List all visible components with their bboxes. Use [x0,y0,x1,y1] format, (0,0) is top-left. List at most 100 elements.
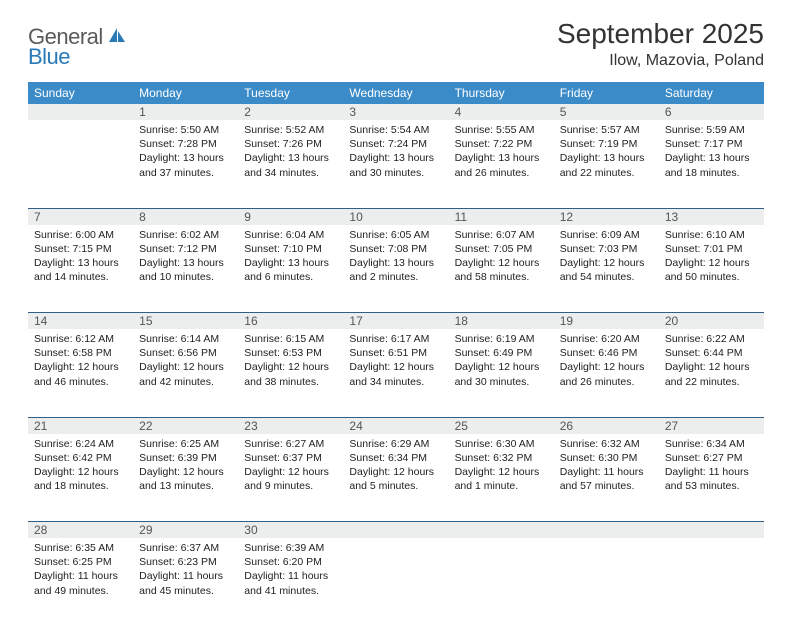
daylight-text: Daylight: 12 hours and 5 minutes. [349,465,442,493]
day-cell: Sunrise: 6:19 AMSunset: 6:49 PMDaylight:… [449,329,554,417]
sunset-text: Sunset: 7:17 PM [665,137,758,151]
day-cell-content: Sunrise: 6:05 AMSunset: 7:08 PMDaylight:… [343,225,448,291]
sunrise-text: Sunrise: 6:00 AM [34,228,127,242]
day-cell: Sunrise: 5:54 AMSunset: 7:24 PMDaylight:… [343,120,448,208]
day-cell [659,538,764,626]
daylight-text: Daylight: 11 hours and 49 minutes. [34,569,127,597]
day-cell-content: Sunrise: 6:39 AMSunset: 6:20 PMDaylight:… [238,538,343,604]
sunrise-text: Sunrise: 6:25 AM [139,437,232,451]
day-cell: Sunrise: 6:39 AMSunset: 6:20 PMDaylight:… [238,538,343,626]
day-number: 12 [554,208,659,225]
day-number: 14 [28,313,133,330]
day-number: 28 [28,522,133,539]
daylight-text: Daylight: 11 hours and 45 minutes. [139,569,232,597]
day-cell: Sunrise: 6:27 AMSunset: 6:37 PMDaylight:… [238,434,343,522]
day-number: 24 [343,417,448,434]
sunset-text: Sunset: 6:51 PM [349,346,442,360]
sunrise-text: Sunrise: 6:12 AM [34,332,127,346]
sunrise-text: Sunrise: 6:02 AM [139,228,232,242]
sunset-text: Sunset: 7:19 PM [560,137,653,151]
sunset-text: Sunset: 6:44 PM [665,346,758,360]
day-number [343,522,448,539]
sunrise-text: Sunrise: 6:27 AM [244,437,337,451]
logo-sail-icon [107,26,127,49]
daylight-text: Daylight: 11 hours and 53 minutes. [665,465,758,493]
day-header-row: Sunday Monday Tuesday Wednesday Thursday… [28,82,764,104]
day-number: 15 [133,313,238,330]
sunrise-text: Sunrise: 6:39 AM [244,541,337,555]
day-cell-content: Sunrise: 6:22 AMSunset: 6:44 PMDaylight:… [659,329,764,395]
sunrise-text: Sunrise: 5:55 AM [455,123,548,137]
sunset-text: Sunset: 6:34 PM [349,451,442,465]
day-number: 18 [449,313,554,330]
daylight-text: Daylight: 12 hours and 50 minutes. [665,256,758,284]
sunset-text: Sunset: 7:08 PM [349,242,442,256]
daylight-text: Daylight: 13 hours and 10 minutes. [139,256,232,284]
day-cell-content: Sunrise: 6:37 AMSunset: 6:23 PMDaylight:… [133,538,238,604]
sunset-text: Sunset: 7:01 PM [665,242,758,256]
day-cell-content: Sunrise: 6:27 AMSunset: 6:37 PMDaylight:… [238,434,343,500]
week-row: Sunrise: 5:50 AMSunset: 7:28 PMDaylight:… [28,120,764,208]
day-cell: Sunrise: 6:24 AMSunset: 6:42 PMDaylight:… [28,434,133,522]
day-number: 29 [133,522,238,539]
sunrise-text: Sunrise: 6:24 AM [34,437,127,451]
day-cell: Sunrise: 6:00 AMSunset: 7:15 PMDaylight:… [28,225,133,313]
calendar-page: General September 2025 Ilow, Mazovia, Po… [0,0,792,644]
daylight-text: Daylight: 11 hours and 57 minutes. [560,465,653,493]
day-number: 1 [133,104,238,120]
week-row: Sunrise: 6:12 AMSunset: 6:58 PMDaylight:… [28,329,764,417]
day-cell: Sunrise: 5:59 AMSunset: 7:17 PMDaylight:… [659,120,764,208]
day-number: 30 [238,522,343,539]
day-cell: Sunrise: 6:05 AMSunset: 7:08 PMDaylight:… [343,225,448,313]
day-cell: Sunrise: 6:20 AMSunset: 6:46 PMDaylight:… [554,329,659,417]
sunset-text: Sunset: 6:20 PM [244,555,337,569]
sunset-text: Sunset: 7:03 PM [560,242,653,256]
day-number: 5 [554,104,659,120]
day-cell: Sunrise: 6:34 AMSunset: 6:27 PMDaylight:… [659,434,764,522]
daylight-text: Daylight: 12 hours and 1 minute. [455,465,548,493]
daylight-text: Daylight: 12 hours and 42 minutes. [139,360,232,388]
day-number [554,522,659,539]
sunset-text: Sunset: 7:26 PM [244,137,337,151]
day-cell: Sunrise: 6:22 AMSunset: 6:44 PMDaylight:… [659,329,764,417]
sunrise-text: Sunrise: 6:05 AM [349,228,442,242]
daylight-text: Daylight: 11 hours and 41 minutes. [244,569,337,597]
month-title: September 2025 [557,18,764,50]
sunset-text: Sunset: 7:22 PM [455,137,548,151]
daylight-text: Daylight: 13 hours and 37 minutes. [139,151,232,179]
day-cell: Sunrise: 6:30 AMSunset: 6:32 PMDaylight:… [449,434,554,522]
day-cell [28,120,133,208]
daylight-text: Daylight: 12 hours and 9 minutes. [244,465,337,493]
day-number: 17 [343,313,448,330]
day-number: 8 [133,208,238,225]
sunset-text: Sunset: 7:28 PM [139,137,232,151]
daylight-text: Daylight: 12 hours and 30 minutes. [455,360,548,388]
daylight-text: Daylight: 12 hours and 22 minutes. [665,360,758,388]
daylight-text: Daylight: 12 hours and 34 minutes. [349,360,442,388]
day-cell: Sunrise: 6:02 AMSunset: 7:12 PMDaylight:… [133,225,238,313]
day-number: 7 [28,208,133,225]
day-cell [449,538,554,626]
daynum-row: 282930 [28,522,764,539]
sunrise-text: Sunrise: 5:50 AM [139,123,232,137]
week-row: Sunrise: 6:24 AMSunset: 6:42 PMDaylight:… [28,434,764,522]
sunset-text: Sunset: 6:25 PM [34,555,127,569]
sunset-text: Sunset: 7:12 PM [139,242,232,256]
day-number: 16 [238,313,343,330]
day-cell: Sunrise: 5:55 AMSunset: 7:22 PMDaylight:… [449,120,554,208]
day-number: 4 [449,104,554,120]
day-number: 2 [238,104,343,120]
day-cell: Sunrise: 6:25 AMSunset: 6:39 PMDaylight:… [133,434,238,522]
day-cell-content: Sunrise: 6:09 AMSunset: 7:03 PMDaylight:… [554,225,659,291]
day-number: 6 [659,104,764,120]
day-cell: Sunrise: 6:12 AMSunset: 6:58 PMDaylight:… [28,329,133,417]
day-cell-content: Sunrise: 6:32 AMSunset: 6:30 PMDaylight:… [554,434,659,500]
sunrise-text: Sunrise: 5:54 AM [349,123,442,137]
sunrise-text: Sunrise: 6:04 AM [244,228,337,242]
daylight-text: Daylight: 13 hours and 18 minutes. [665,151,758,179]
sunset-text: Sunset: 6:23 PM [139,555,232,569]
day-cell: Sunrise: 6:07 AMSunset: 7:05 PMDaylight:… [449,225,554,313]
day-number: 21 [28,417,133,434]
daylight-text: Daylight: 13 hours and 14 minutes. [34,256,127,284]
day-number: 9 [238,208,343,225]
